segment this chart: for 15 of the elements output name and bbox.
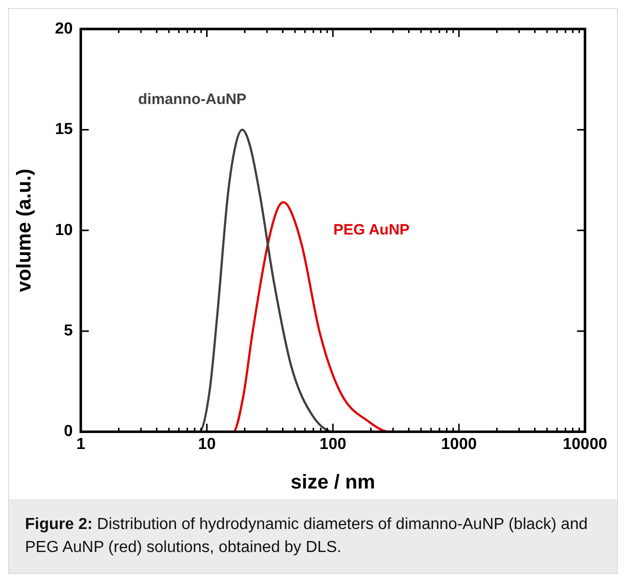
series-label: dimanno-AuNP <box>138 90 246 108</box>
y-tick-label: 10 <box>55 222 73 239</box>
y-tick-label: 15 <box>55 121 73 138</box>
text: PEG AuNP <box>333 221 410 238</box>
y-tick-label: 20 <box>55 20 73 38</box>
x-tick-label: 100 <box>320 436 346 453</box>
y-axis-title: volume (a.u.) <box>14 168 36 292</box>
x-axis-title: size / nm <box>290 472 376 494</box>
x-tick-label: 10 <box>198 436 216 453</box>
x-tick-label: 1 <box>76 436 86 453</box>
caption: Figure 2: Distribution of hydrodynamic diameters of dimanno-AuNP (black) and PEG AuNP (red) solutions, obtained by DLS. <box>25 516 588 556</box>
x-tick-label: 10000 <box>562 436 608 453</box>
y-tick-label: 5 <box>64 322 73 340</box>
y-tick-label: 0 <box>64 423 73 440</box>
x-tick-label: 1000 <box>441 436 477 453</box>
